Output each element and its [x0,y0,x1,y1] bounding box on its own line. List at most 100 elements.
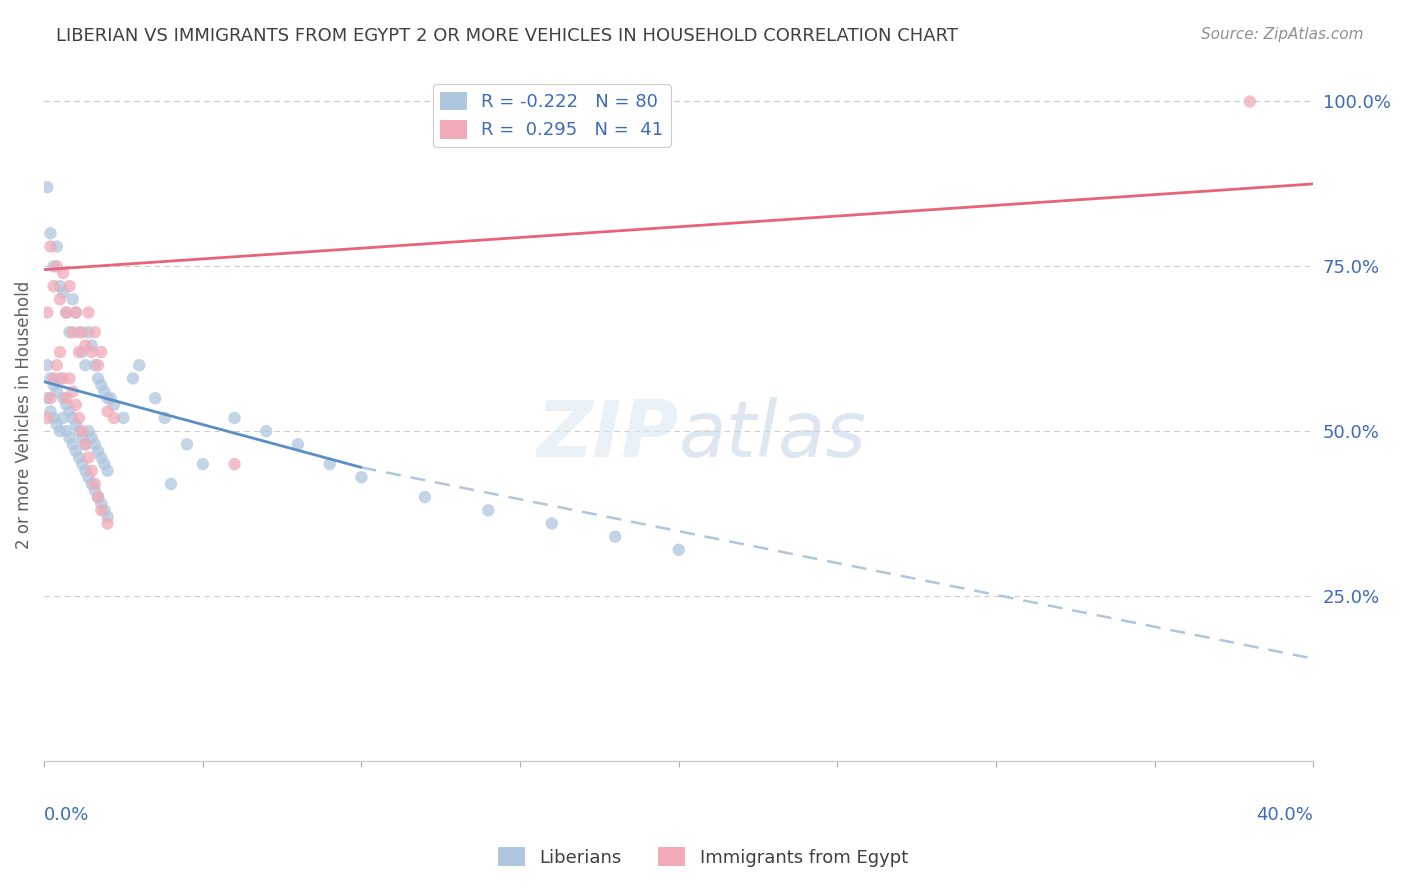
Point [52,266,75,280]
Point [112,411,135,425]
Point [45,260,67,274]
Point [39,239,62,253]
Point [42,378,65,392]
Point [58,325,80,339]
Point [67,424,90,438]
Point [39,391,62,405]
Point [62,325,84,339]
Point [67,345,90,359]
Point [67,411,90,425]
Point [122,371,145,385]
Point [45,417,67,432]
Point [55,398,77,412]
Point [83,437,105,451]
Point [75,464,97,478]
Point [37,358,59,372]
Point [90,503,112,517]
Point [93,503,115,517]
Point [49,371,72,385]
Point [80,476,103,491]
Point [191,457,214,471]
Point [87,490,110,504]
Point [75,437,97,451]
Point [350,470,373,484]
Point [318,457,340,471]
Point [49,279,72,293]
Point [49,293,72,307]
Point [97,516,120,531]
Point [37,180,59,194]
Point [70,457,93,471]
Point [70,325,93,339]
Point [87,358,110,372]
Point [77,470,100,484]
Point [62,437,84,451]
Legend: Liberians, Immigrants from Egypt: Liberians, Immigrants from Egypt [491,840,915,874]
Point [97,391,120,405]
Point [70,431,93,445]
Point [55,391,77,405]
Point [668,542,690,557]
Text: ZIP: ZIP [537,398,679,474]
Point [540,516,562,531]
Point [70,424,93,438]
Point [224,457,246,471]
Point [75,437,97,451]
Point [87,444,110,458]
Point [287,437,309,451]
Point [93,384,115,399]
Point [128,358,150,372]
Point [42,279,65,293]
Point [55,305,77,319]
Point [58,279,80,293]
Point [65,305,87,319]
Point [65,417,87,432]
Point [39,371,62,385]
Point [160,476,183,491]
Point [58,371,80,385]
Point [413,490,436,504]
Point [80,431,103,445]
Point [65,444,87,458]
Text: 0.0%: 0.0% [44,805,90,824]
Point [77,325,100,339]
Point [58,431,80,445]
Point [42,411,65,425]
Point [45,358,67,372]
Point [37,411,59,425]
Point [87,490,110,504]
Text: Source: ZipAtlas.com: Source: ZipAtlas.com [1201,27,1364,42]
Point [58,404,80,418]
Point [62,384,84,399]
Point [49,345,72,359]
Point [477,503,499,517]
Point [103,398,125,412]
Point [67,325,90,339]
Point [75,358,97,372]
Point [52,391,75,405]
Point [77,450,100,465]
Point [87,371,110,385]
Point [52,371,75,385]
Point [83,358,105,372]
Y-axis label: 2 or more Vehicles in Household: 2 or more Vehicles in Household [15,281,32,549]
Point [42,260,65,274]
Point [45,239,67,253]
Point [37,391,59,405]
Legend: R = -0.222   N = 80, R =  0.295   N =  41: R = -0.222 N = 80, R = 0.295 N = 41 [433,85,671,146]
Point [45,384,67,399]
Point [97,404,120,418]
Point [65,398,87,412]
Text: 40.0%: 40.0% [1257,805,1313,824]
Point [77,424,100,438]
Point [80,338,103,352]
Point [70,345,93,359]
Point [93,457,115,471]
Point [143,391,166,405]
Point [37,305,59,319]
Point [90,378,112,392]
Point [67,450,90,465]
Point [176,437,198,451]
Point [80,345,103,359]
Point [97,464,120,478]
